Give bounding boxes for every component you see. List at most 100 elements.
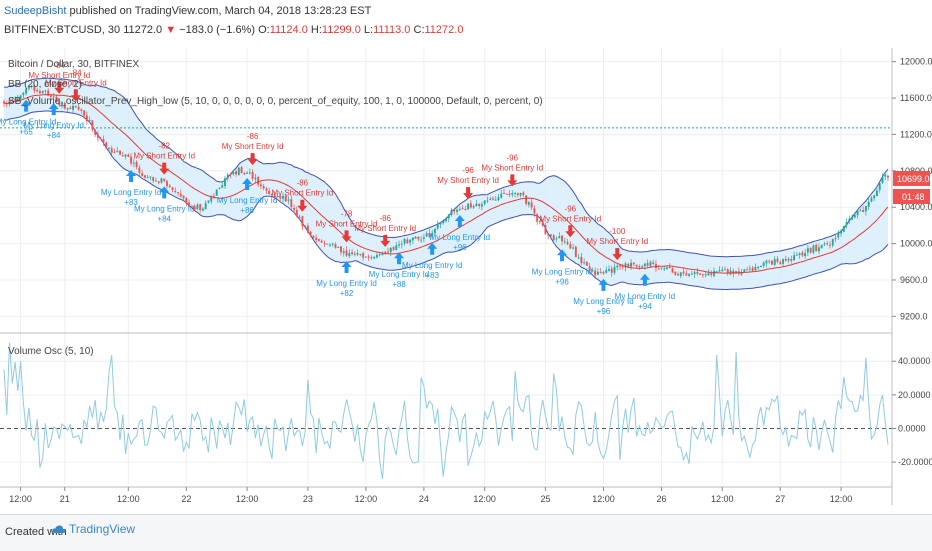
candle [458,209,461,211]
author-link[interactable]: SudeepBisht [4,5,67,17]
osc-tick-label: -20.0000 [898,457,932,467]
short-signal-label: My Short Entry Id [45,78,107,87]
candle [240,167,243,174]
candle [817,247,820,252]
oscillator-title[interactable]: Volume Osc (5, 10) [8,346,94,357]
price-tick-label: 10800.0 [900,166,932,176]
candle [378,254,381,256]
candle [168,185,171,188]
long-signal-value: +96 [597,307,611,316]
candle [414,236,417,239]
time-tick-label: 26 [656,494,666,504]
candle [748,268,751,270]
candle [337,247,340,249]
candle [27,87,30,89]
pair-title: Bitcoin / Dollar, 30, BITFINEX [8,59,140,70]
candle [268,190,271,195]
long-signal-label: My Long Entry Id [369,270,429,279]
candle [38,91,41,94]
price-tick-label: 10000.0 [900,239,932,249]
strategy-label[interactable]: SB_Volume_oscillator_Prev_High_low (5, 1… [8,96,543,107]
candle [530,202,533,208]
candle [154,180,157,182]
candle [425,233,428,237]
candle [229,174,232,176]
candle [660,267,663,269]
candle [450,209,453,215]
candle [771,260,773,265]
long-signal-value: +82 [340,289,354,298]
candle [550,234,552,236]
candle [257,177,260,185]
candle [359,254,362,256]
short-signal-label: My Short Entry Id [28,71,90,80]
candle [149,176,152,178]
candle [541,221,544,226]
candle [381,252,384,256]
candle [782,259,784,264]
candle [605,270,608,273]
long-arrow-icon [639,273,650,286]
symbol-name: BITFINEX:BTCUSD, 30 [4,24,121,36]
candle [657,268,660,270]
short-arrow-icon [565,225,576,238]
candle [480,204,483,207]
candle [696,271,699,274]
candle [74,106,77,108]
candle [210,196,213,202]
bb-indicator-label[interactable]: BB (20, close, 2) [8,79,82,90]
long-arrow-icon [394,252,405,265]
down-arrow-icon: ▼ [165,24,177,36]
candle [152,177,155,181]
candle [632,262,635,265]
candle [859,210,862,212]
candle [141,173,144,176]
candle [851,217,854,220]
candle [544,225,547,235]
candle [608,269,610,271]
short-signal-value: -78 [341,209,353,218]
candle [400,243,403,245]
candle [751,267,754,271]
short-signal-value: -96 [565,204,577,213]
price-tick-label: 9200.0 [900,311,928,321]
candle [331,243,334,245]
long-signal-value: +83 [124,198,138,207]
candle [876,190,878,197]
candle [873,195,876,199]
candle [668,267,671,269]
candle [610,268,613,273]
candle [806,248,809,253]
candle [837,232,840,238]
candle [47,90,50,96]
open-label: O: [258,24,270,36]
candle [594,270,597,276]
oscillator-pane[interactable] [0,342,892,480]
candle [44,90,47,92]
candle [166,181,168,187]
close-label: C: [413,24,425,36]
bollinger-band-fill [4,78,888,290]
candle [298,216,301,218]
candle [475,203,478,207]
short-signal-label: My Short Entry Id [316,219,378,228]
candle [411,237,414,241]
candle [14,99,16,101]
long-arrow-icon [159,186,170,199]
candle [870,197,873,202]
price-tick-label: 11600.0 [900,93,932,103]
candle [682,271,685,274]
long-signal-value: +65 [19,128,33,137]
short-arrow-icon [612,248,623,261]
candle [334,244,337,248]
time-tick-label: 12:00 [473,494,496,504]
candle [538,221,541,223]
long-arrow-icon [341,261,352,274]
tradingview-logo[interactable]: TradingView [52,522,135,536]
short-signal-value: -86 [379,214,391,223]
candle [80,109,83,111]
long-signal-value: +94 [638,302,652,311]
candle [840,230,842,234]
